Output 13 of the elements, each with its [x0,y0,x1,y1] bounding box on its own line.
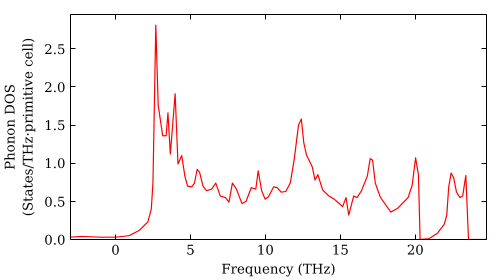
y-axis-title: Phonon DOS (States/THz·primitive cell) [3,38,36,216]
y-tick-label: 2.0 [44,80,66,96]
x-tick-label: 10 [256,244,274,258]
x-tick-label: 0 [111,244,120,258]
x-axis-title: Frequency (THz) [221,262,336,278]
x-tick-label: 5 [186,244,195,258]
y-tick-label: 0.0 [44,234,66,248]
y-tick-label: 0.5 [44,195,66,210]
y-tick-label: 1.5 [44,119,66,134]
x-tick-label: 20 [406,244,424,258]
y-tick-label: 1.0 [44,157,66,172]
x-tick-label: 15 [332,244,349,258]
y-tick-label: 2.5 [44,42,66,58]
